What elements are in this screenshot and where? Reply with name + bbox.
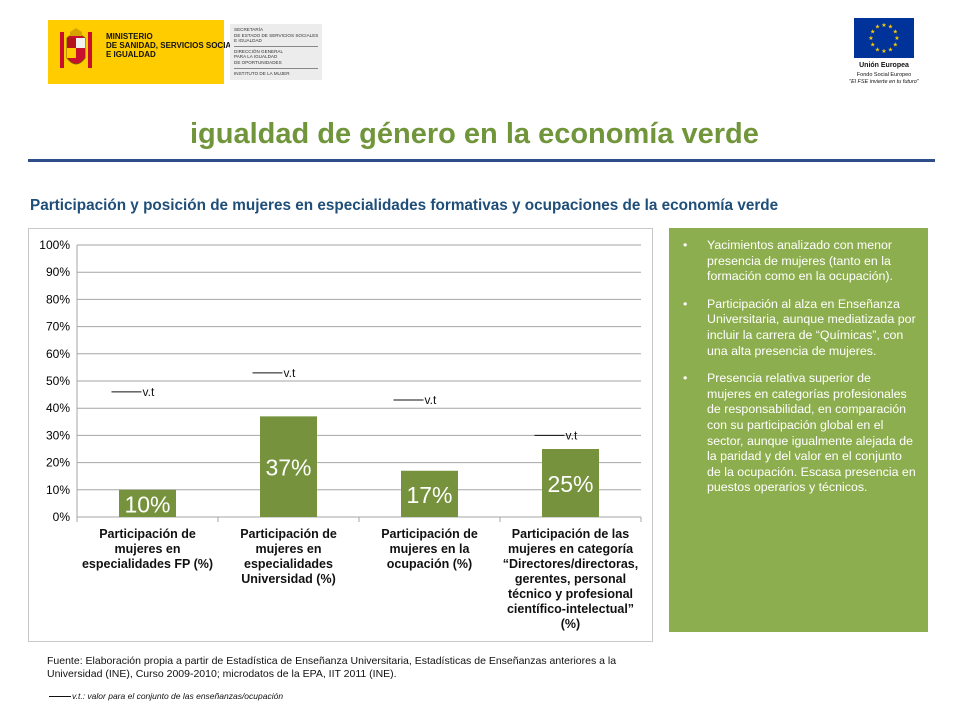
y-tick-label: 100% bbox=[39, 238, 70, 252]
source-note: Fuente: Elaboración propia a partir de E… bbox=[47, 655, 617, 680]
x-category-label-line: Participación de bbox=[381, 527, 478, 541]
side-panel-item: • Presencia relativa superior de mujeres… bbox=[677, 371, 918, 496]
ministry-flag-block: MINISTERIO DE SANIDAD, SERVICIOS SOCIALE… bbox=[48, 20, 247, 84]
x-category-label: Participación de mujeres en especialidades… bbox=[240, 527, 337, 586]
y-tick-label: 90% bbox=[46, 265, 70, 279]
side-panel-item-text: Yacimientos analizado con menor presenci… bbox=[707, 238, 893, 284]
reference-label: v.t bbox=[425, 393, 437, 407]
bar-value-label: 10% bbox=[124, 491, 170, 517]
bullet-icon: • bbox=[683, 371, 688, 386]
side-panel-item-text: Participación al alza en Enseñanza Unive… bbox=[707, 296, 916, 358]
eu-star-icon: ★ bbox=[881, 48, 886, 55]
title-divider bbox=[28, 159, 935, 162]
eu-star-icon: ★ bbox=[875, 46, 880, 53]
bar bbox=[542, 449, 599, 517]
side-panel-item: • Yacimientos analizado con menor presen… bbox=[677, 238, 918, 285]
eu-logo: ★ ★ ★ ★ ★ ★ ★ ★ ★ ★ ★ ★ Unión Europea Fondo Social … bbox=[836, 18, 932, 90]
reference-label: v.t bbox=[143, 385, 155, 399]
bar-value-label: 17% bbox=[406, 482, 452, 508]
side-panel-list: • Yacimientos analizado con menor presen… bbox=[677, 238, 918, 496]
eu-title: Unión Europea bbox=[859, 62, 909, 69]
side-panel: • Yacimientos analizado con menor presen… bbox=[669, 228, 928, 632]
ministry-name-line: E IGUALDAD bbox=[106, 50, 156, 59]
x-category-label: Participación de mujeres en la ocupación (… bbox=[381, 527, 478, 571]
reference-label: v.t bbox=[284, 366, 296, 380]
bar bbox=[401, 470, 458, 517]
eu-star-icon: ★ bbox=[868, 35, 873, 42]
directorate-line: PARA LA IGUALDAD bbox=[234, 54, 278, 60]
chart-subtitle: Participación y posición de mujeres en e… bbox=[30, 197, 779, 214]
bar bbox=[260, 416, 317, 517]
x-category-label-line: mujeres en categoría bbox=[508, 542, 634, 556]
secretariat-line: E IGUALDAD bbox=[234, 38, 262, 44]
legend-note-text: v.t.: valor para el conjunto de las ense… bbox=[72, 691, 284, 701]
eu-fund: Fondo Social Europeo bbox=[856, 72, 912, 78]
x-category-label-line: Universidad (%) bbox=[241, 572, 335, 586]
legend-note: v.t.: valor para el conjunto de las ense… bbox=[49, 691, 283, 701]
eu-star-icon: ★ bbox=[893, 42, 898, 49]
bullet-icon: • bbox=[683, 238, 688, 252]
coat-of-arms-icon bbox=[60, 28, 92, 68]
secretariat-block: SECRETARÍA DE ESTADO DE SERVICIOS SOCIAL… bbox=[230, 24, 322, 80]
eu-star-icon: ★ bbox=[893, 29, 898, 36]
x-category-label-line: ocupación (%) bbox=[387, 557, 472, 571]
y-tick-label: 20% bbox=[46, 456, 70, 470]
side-panel-item-text: Presencia relativa superior de mujeres e… bbox=[707, 371, 916, 495]
x-category-label-line: mujeres en bbox=[114, 542, 180, 556]
side-panel-item: • Participación al alza en Enseñanza Uni… bbox=[677, 297, 918, 359]
eu-star-icon: ★ bbox=[888, 46, 893, 53]
eu-star-icon: ★ bbox=[870, 29, 875, 36]
y-tick-label: 70% bbox=[46, 320, 70, 334]
x-category-label-line: “Directores/directoras, bbox=[503, 557, 638, 571]
x-category-label-line: técnico y profesional bbox=[508, 587, 633, 601]
page-title: igualdad de género en la economía verde bbox=[190, 118, 759, 150]
eu-stars-icon: ★ ★★★★★★★★★★★ bbox=[868, 22, 899, 55]
eu-motto: "El FSE invierte en tu futuro" bbox=[849, 79, 919, 85]
bar-value-label: 25% bbox=[547, 471, 593, 497]
x-category-label: Participación de mujeres en especialidades… bbox=[82, 527, 213, 571]
x-category-label-line: especialidades FP (%) bbox=[82, 557, 213, 571]
directorate-line: DIRECCIÓN GENERAL bbox=[234, 48, 284, 54]
ministry-name-line: MINISTERIO bbox=[106, 32, 153, 41]
ministry-logo: MINISTERIO DE SANIDAD, SERVICIOS SOCIALE… bbox=[48, 20, 322, 84]
legend-line-icon bbox=[49, 696, 71, 698]
bar-value-label: 37% bbox=[265, 455, 311, 481]
y-tick-label: 10% bbox=[46, 483, 70, 497]
y-tick-label: 0% bbox=[53, 510, 71, 524]
y-tick-label: 50% bbox=[46, 374, 70, 388]
eu-star-icon: ★ bbox=[881, 22, 886, 29]
x-category-label-line: (%) bbox=[561, 617, 580, 631]
reference-label: v.t bbox=[566, 428, 578, 442]
secretariat-line: SECRETARÍA bbox=[234, 27, 264, 32]
x-category-label-line: científico-intelectual” bbox=[507, 602, 634, 616]
x-category-label-line: mujeres en bbox=[255, 542, 321, 556]
x-category-label-line: Participación de bbox=[240, 527, 337, 541]
chart-frame: 0% 10% 20% 30% 40% 50% 60% 70% 80% 90% 100% 10% v.t P… bbox=[28, 228, 653, 642]
directorate-line: DE OPORTUNIDADES bbox=[234, 59, 282, 65]
institute-line: INSTITUTO DE LA MUJER bbox=[234, 70, 290, 76]
secretariat-divider bbox=[234, 67, 318, 69]
x-category-label: Participación de las mujeres en categoría… bbox=[503, 527, 638, 631]
bullet-icon: • bbox=[683, 296, 688, 311]
eu-star-icon: ★ bbox=[870, 42, 875, 49]
y-tick-label: 30% bbox=[46, 428, 70, 442]
y-tick-label: 60% bbox=[46, 347, 70, 361]
x-category-label-line: especialidades bbox=[244, 557, 333, 571]
secretariat-divider bbox=[234, 45, 318, 47]
eu-flag-icon: ★ ★ ★ ★ ★ ★ ★ ★ ★ ★ ★ ★ bbox=[854, 18, 914, 58]
x-category-label-line: gerentes, personal bbox=[515, 572, 626, 586]
y-tick-label: 80% bbox=[46, 292, 70, 306]
ministry-name-line: DE SANIDAD, SERVICIOS SOCIALES bbox=[106, 41, 247, 50]
x-category-label-line: Participación de bbox=[99, 527, 196, 541]
secretariat-line: DE ESTADO DE SERVICIOS SOCIALES bbox=[234, 32, 319, 38]
x-category-label-line: Participación de las bbox=[512, 527, 629, 541]
eu-star-icon: ★ bbox=[875, 24, 880, 31]
eu-star-icon: ★ bbox=[894, 35, 899, 42]
bar-chart: 0% 10% 20% 30% 40% 50% 60% 70% 80% 90% 100% 10% v.t P… bbox=[39, 238, 642, 631]
y-tick-label: 40% bbox=[46, 401, 70, 415]
x-category-label-line: mujeres en la bbox=[390, 542, 471, 556]
bar bbox=[119, 489, 176, 517]
eu-star-icon: ★ bbox=[888, 24, 893, 31]
ministry-name: MINISTERIO DE SANIDAD, SERVICIOS SOCIALE… bbox=[106, 32, 247, 59]
